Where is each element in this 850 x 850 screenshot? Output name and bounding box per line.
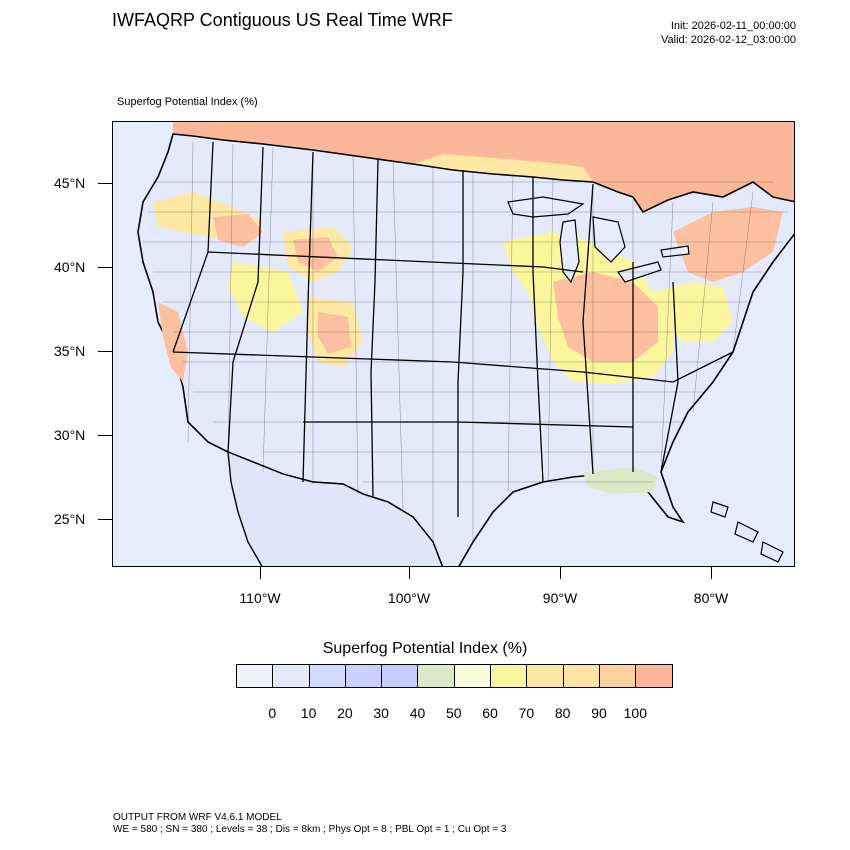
northeast-yellow-zone [653,282,733,342]
lon-label-90: 90°W [542,590,578,606]
lon-label-100: 100°W [387,590,431,606]
legend-tick-label: 0 [268,705,277,721]
legend-tick-label: 90 [591,705,607,721]
legend-swatch [490,664,528,688]
lat-label-35: 35°N [54,343,86,359]
lat-tick-30 [98,435,112,436]
mexico-land [227,450,443,566]
lat-label-30: 30°N [54,427,86,443]
lat-label-45: 45°N [54,175,86,191]
west-high-zone-2 [213,214,263,247]
legend-swatch [381,664,419,688]
legend-title: Superfog Potential Index (%) [322,640,528,657]
legend-swatch [272,664,310,688]
legend-swatch [562,664,600,688]
legend-swatch [635,664,673,688]
california-band [158,302,188,382]
model-info: OUTPUT FROM WRF V4.6.1 MODEL WE = 580 ; … [113,812,506,836]
northeast-high-zone [673,207,783,282]
legend-swatch [344,664,383,688]
lon-label-110: 110°W [239,590,281,606]
lat-label-40: 40°N [54,259,86,275]
map-panel [112,121,795,567]
legend-tick-label: 20 [337,705,353,721]
ohio-valley-high-zone [553,272,658,362]
lat-tick-45 [98,183,112,184]
lon-tick-100 [409,567,410,579]
west-yellow-band [228,262,303,332]
lon-tick-90 [560,567,561,579]
lon-tick-80 [711,567,712,579]
legend-swatch [526,664,564,688]
lat-label-25: 25°N [54,511,86,527]
model-info-line-2: WE = 580 ; SN = 380 ; Levels = 38 ; Dis … [113,824,507,835]
west-high-zone-6 [318,312,351,354]
legend-tick-label: 80 [554,705,571,721]
gulf-coast-green-zone [583,467,658,494]
legend-swatch [236,664,274,688]
lat-tick-25 [98,519,112,520]
lon-label-80: 80°W [693,590,729,606]
legend-swatch [417,664,455,688]
legend-tick-label: 50 [446,705,462,721]
run-times: Init: 2026-02-11_00:00:00 Valid: 2026-02… [661,19,796,47]
west-high-zone-4 [293,237,338,272]
lat-tick-40 [98,267,112,268]
lat-tick-35 [98,351,112,352]
state-boundaries [172,141,734,517]
valid-time: Valid: 2026-02-12_03:00:00 [661,34,796,46]
legend-tick-label: 30 [373,705,389,721]
legend-swatch [453,664,492,688]
chart-title: IWFAQRP Contiguous US Real Time WRF [112,10,453,30]
model-info-line-1: OUTPUT FROM WRF V4.6.1 MODEL [113,812,282,823]
legend-tick-label: 100 [623,705,647,721]
canada-yellow-band [413,154,593,182]
legend-swatch [598,664,637,688]
legend-tick-label: 70 [518,705,535,721]
lon-tick-110 [260,567,261,579]
map-canvas [113,122,794,566]
legend-tick-label: 60 [482,705,498,721]
init-time: Init: 2026-02-11_00:00:00 [670,20,796,32]
legend-tick-label: 10 [300,705,317,721]
variable-label: Superfog Potential Index (%) [117,96,258,108]
lake-ontario [660,245,690,258]
bahamas-islands [710,501,784,563]
legend-colorbar [236,664,673,688]
legend-swatch [308,664,346,688]
legend-tick-label: 40 [409,705,426,721]
